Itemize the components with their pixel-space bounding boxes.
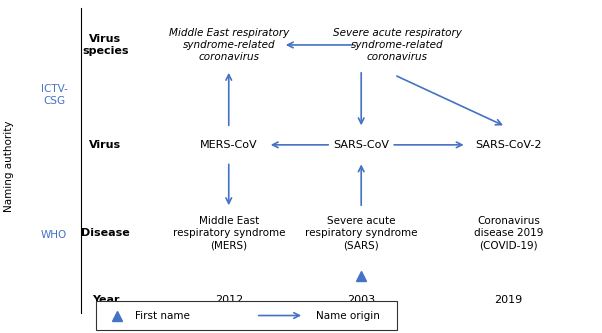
Text: Middle East respiratory
syndrome-related
coronavirus: Middle East respiratory syndrome-related… xyxy=(169,28,289,62)
Text: Middle East
respiratory syndrome
(MERS): Middle East respiratory syndrome (MERS) xyxy=(173,216,285,250)
Text: First name: First name xyxy=(135,310,190,321)
Text: Severe acute
respiratory syndrome
(SARS): Severe acute respiratory syndrome (SARS) xyxy=(305,216,417,250)
Text: SARS-CoV: SARS-CoV xyxy=(333,140,389,150)
Text: ICTV-
CSG: ICTV- CSG xyxy=(41,84,67,106)
Text: MERS-CoV: MERS-CoV xyxy=(200,140,258,150)
Text: Virus
species: Virus species xyxy=(82,34,129,56)
Text: Name origin: Name origin xyxy=(316,310,380,321)
Text: 2012: 2012 xyxy=(215,295,243,305)
FancyBboxPatch shape xyxy=(96,301,397,330)
Text: Coronavirus
disease 2019
(COVID-19): Coronavirus disease 2019 (COVID-19) xyxy=(474,216,544,250)
Text: Disease: Disease xyxy=(81,228,129,238)
Text: Year: Year xyxy=(92,295,119,305)
Text: SARS-CoV-2: SARS-CoV-2 xyxy=(476,140,542,150)
Text: Naming authority: Naming authority xyxy=(4,121,14,212)
Text: Severe acute respiratory
syndrome-related
coronavirus: Severe acute respiratory syndrome-relate… xyxy=(333,28,462,62)
Text: Virus: Virus xyxy=(89,140,122,150)
Text: 2003: 2003 xyxy=(347,295,375,305)
Text: WHO: WHO xyxy=(41,230,67,240)
Text: 2019: 2019 xyxy=(495,295,523,305)
